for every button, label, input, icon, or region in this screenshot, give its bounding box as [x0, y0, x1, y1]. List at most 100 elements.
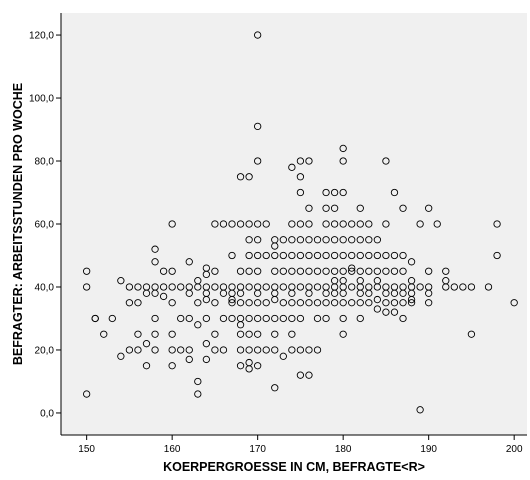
data-point — [211, 220, 219, 228]
data-point — [416, 406, 424, 414]
data-point — [194, 283, 202, 291]
data-point — [245, 267, 253, 275]
data-point — [219, 346, 228, 354]
data-point — [254, 31, 262, 39]
data-point — [159, 267, 168, 275]
data-point — [416, 220, 424, 228]
data-point — [254, 122, 262, 131]
data-point — [356, 314, 364, 323]
data-point — [484, 283, 493, 291]
data-point — [425, 289, 433, 297]
data-point — [399, 299, 407, 307]
data-point — [288, 346, 296, 354]
data-point — [151, 346, 159, 354]
y-axis-ticks: 0,0 20,0 40,0 60,0 80,0 100,0 120,0 — [29, 31, 61, 419]
data-point — [117, 277, 125, 285]
data-point — [151, 258, 159, 266]
data-point — [296, 314, 305, 323]
data-point — [91, 314, 99, 323]
data-point — [271, 346, 279, 354]
data-point — [382, 220, 390, 228]
data-point — [313, 314, 322, 323]
data-point — [245, 236, 253, 244]
data-point — [339, 188, 347, 197]
data-point — [425, 299, 433, 307]
data-point — [236, 362, 245, 370]
data-point — [151, 330, 159, 338]
data-point — [407, 299, 416, 307]
data-point — [330, 188, 339, 197]
data-point — [254, 299, 262, 307]
data-point — [296, 346, 305, 354]
data-point — [322, 204, 330, 212]
data-point — [296, 283, 305, 291]
data-point — [279, 314, 287, 323]
data-point — [330, 251, 339, 260]
data-point — [356, 204, 364, 212]
data-point — [236, 346, 245, 354]
data-point — [100, 330, 108, 338]
data-point — [245, 283, 253, 291]
data-point — [510, 299, 518, 307]
x-axis-ticks: 150 160 170 180 190 200 — [78, 435, 523, 455]
data-point — [330, 204, 339, 212]
data-point — [390, 299, 399, 307]
data-point — [254, 236, 262, 244]
data-point — [279, 299, 287, 307]
data-point — [313, 283, 322, 291]
y-axis-title: BEFRAGTER: ARBEITSSTUNDEN PRO WOCHE — [11, 83, 25, 365]
data-point — [262, 251, 270, 260]
data-point — [271, 295, 279, 304]
data-point — [382, 299, 390, 307]
data-point — [262, 299, 270, 307]
data-point — [194, 299, 202, 307]
data-point — [322, 220, 330, 228]
data-point — [459, 283, 467, 291]
data-point — [254, 314, 262, 323]
data-point — [151, 245, 159, 253]
data-point — [108, 314, 116, 323]
data-point — [339, 157, 347, 165]
data-point — [168, 330, 176, 338]
data-point — [365, 236, 373, 244]
data-point — [356, 299, 364, 307]
data-point — [245, 299, 253, 307]
data-point — [159, 283, 168, 291]
data-point — [416, 283, 424, 291]
data-point — [83, 390, 91, 398]
data-point — [288, 330, 296, 338]
data-point — [194, 390, 202, 398]
data-point — [493, 220, 501, 228]
data-point — [399, 251, 407, 260]
data-point — [382, 157, 390, 165]
data-point — [254, 346, 262, 354]
data-point — [254, 289, 262, 297]
data-point — [279, 352, 287, 360]
data-point — [373, 305, 382, 313]
data-point — [202, 295, 211, 304]
data-point — [305, 267, 313, 275]
data-point — [83, 267, 91, 275]
data-point — [399, 267, 407, 275]
data-point — [373, 295, 382, 304]
data-point — [228, 299, 236, 307]
data-point — [305, 204, 313, 212]
data-point — [185, 346, 193, 354]
data-point — [382, 308, 390, 316]
data-point — [279, 267, 287, 275]
data-point — [330, 289, 339, 297]
data-point — [168, 299, 176, 307]
data-point — [279, 236, 287, 244]
data-point — [450, 283, 458, 291]
y-tick-label: 60,0 — [35, 220, 55, 231]
data-point — [228, 314, 236, 323]
data-point — [305, 346, 313, 354]
data-point — [296, 236, 305, 244]
data-point — [313, 299, 322, 307]
data-point — [245, 346, 253, 354]
data-point — [245, 330, 253, 338]
data-point — [185, 314, 193, 323]
data-point — [339, 289, 347, 297]
data-point — [236, 330, 245, 338]
